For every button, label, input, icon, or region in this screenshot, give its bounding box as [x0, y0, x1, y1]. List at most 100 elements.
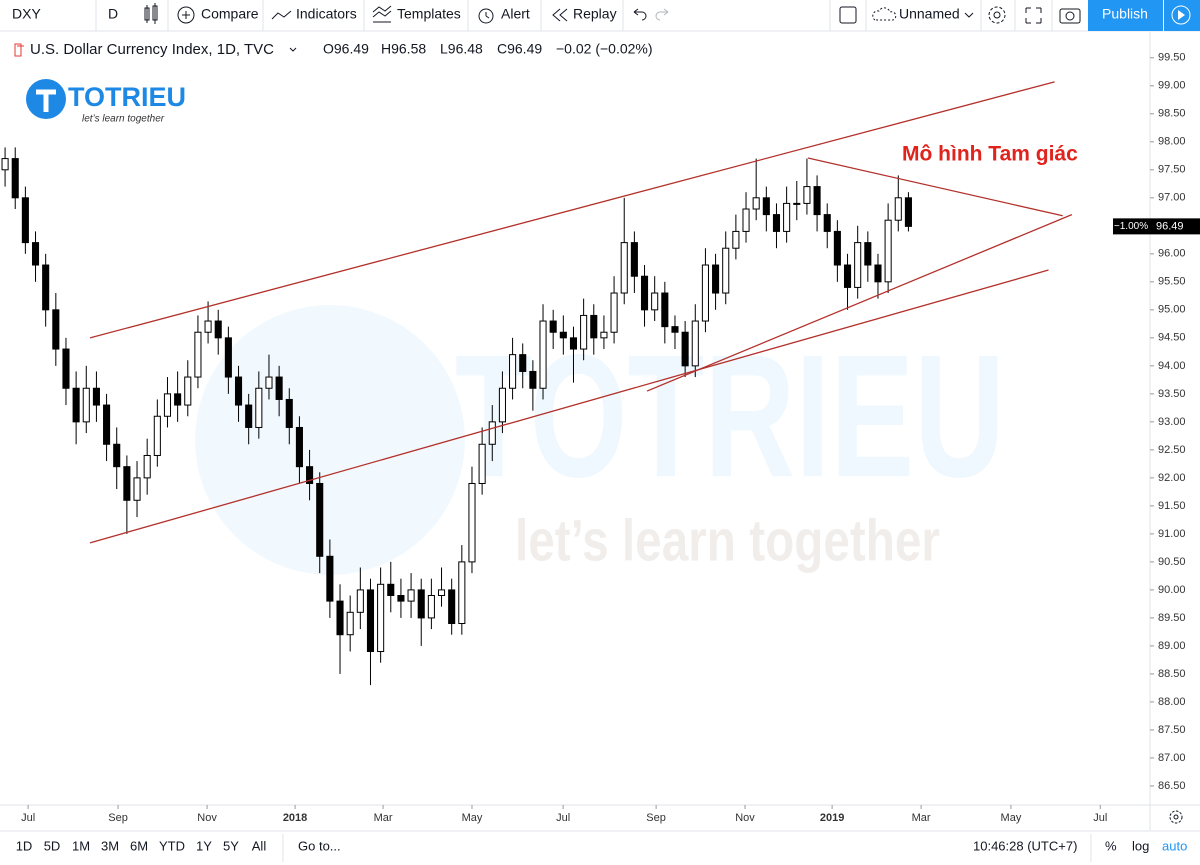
- candle-body: [661, 292, 669, 328]
- range-button[interactable]: 1D: [16, 838, 33, 853]
- x-tick-label: Sep: [108, 812, 128, 824]
- candle-body: [346, 611, 354, 636]
- candle-body: [580, 314, 588, 350]
- legend-menu[interactable]: [289, 47, 297, 52]
- candle-body: [306, 466, 314, 484]
- range-button[interactable]: YTD: [159, 838, 185, 853]
- undo-button[interactable]: [633, 8, 647, 21]
- plot-area: Mô hình Tam giác: [1, 81, 1078, 686]
- y-tick-label: 88.00: [1158, 696, 1186, 708]
- last-price-bg: [1150, 218, 1200, 235]
- candle-body: [732, 230, 740, 249]
- watermark: TOTRIEU let’s learn together: [195, 305, 1005, 575]
- indicators-button[interactable]: Indicators: [296, 6, 357, 22]
- axis-settings-button[interactable]: [1169, 810, 1183, 824]
- watermark-slogan: let’s learn together: [515, 508, 940, 573]
- symbol[interactable]: DXY: [12, 6, 41, 22]
- interval[interactable]: D: [108, 6, 118, 22]
- y-tick-label: 86.50: [1158, 780, 1186, 792]
- range-button[interactable]: 1M: [72, 838, 90, 853]
- layout-name[interactable]: Unnamed: [899, 6, 960, 22]
- legend-open: O96.49: [323, 41, 369, 57]
- candle-body: [539, 320, 547, 389]
- candle-body: [316, 482, 324, 557]
- candle-body: [366, 589, 375, 653]
- candle-body: [31, 242, 40, 266]
- candle-body: [92, 387, 100, 406]
- watermark-name: TOTRIEU: [455, 319, 1005, 514]
- candle-body: [21, 197, 29, 244]
- range-button[interactable]: All: [252, 838, 267, 853]
- candle-body: [833, 230, 841, 266]
- candle-body: [620, 242, 628, 294]
- y-tick-label: 93.50: [1158, 388, 1186, 400]
- candle-body: [478, 443, 486, 484]
- snapshot-button[interactable]: [1059, 8, 1081, 24]
- candle-body: [275, 376, 283, 400]
- layout-button[interactable]: [839, 6, 857, 24]
- candle-body: [590, 314, 598, 339]
- y-tick-label: 96.00: [1158, 248, 1186, 260]
- candle-body: [904, 197, 912, 227]
- publish-button[interactable]: Publish: [1102, 6, 1148, 22]
- y-tick-label: 90.00: [1158, 584, 1186, 596]
- candle-body: [387, 583, 395, 597]
- y-tick-label: 88.50: [1158, 668, 1186, 680]
- y-tick-label: 89.50: [1158, 612, 1186, 624]
- layout-menu[interactable]: [964, 12, 974, 18]
- candle-body: [630, 242, 638, 277]
- range-button[interactable]: 5Y: [223, 838, 239, 853]
- trend-line: [646, 214, 1073, 392]
- play-button[interactable]: [1171, 5, 1191, 25]
- candle-body: [123, 466, 131, 501]
- x-tick-label: Mar: [912, 812, 931, 824]
- replay-icon: [552, 8, 568, 22]
- range-button[interactable]: 3M: [101, 838, 119, 853]
- publish-bg: [1088, 0, 1163, 31]
- y-tick-label: 90.50: [1158, 556, 1186, 568]
- x-tick-label: Jul: [556, 812, 570, 824]
- candle-body: [691, 320, 699, 367]
- settings-button[interactable]: [988, 6, 1006, 24]
- x-tick-label: Mar: [374, 812, 393, 824]
- fullscreen-button[interactable]: [1025, 7, 1042, 24]
- y-tick-label: 87.00: [1158, 752, 1186, 764]
- redo-button[interactable]: [655, 8, 669, 21]
- alert-button[interactable]: Alert: [501, 6, 530, 22]
- candle-body: [884, 219, 892, 283]
- compare-icon: [177, 6, 195, 24]
- percent-button[interactable]: %: [1105, 838, 1117, 853]
- y-tick-label: 98.00: [1158, 136, 1186, 148]
- candle-body: [448, 589, 456, 625]
- y-tick-label: 94.50: [1158, 332, 1186, 344]
- goto-button[interactable]: Go to...: [298, 838, 341, 853]
- candle-body: [854, 242, 862, 288]
- legend-close: C96.49: [497, 41, 542, 57]
- candle-body: [42, 264, 50, 311]
- range-button[interactable]: 5D: [44, 838, 61, 853]
- templates-button[interactable]: Templates: [397, 6, 461, 22]
- legend-change: −0.02 (−0.02%): [556, 41, 653, 57]
- auto-button[interactable]: auto: [1162, 838, 1187, 853]
- range-button[interactable]: 1Y: [196, 838, 212, 853]
- y-tick-label: 97.50: [1158, 164, 1186, 176]
- candle-body: [671, 326, 679, 333]
- log-button[interactable]: log: [1132, 838, 1149, 853]
- candle-body: [174, 393, 182, 406]
- x-tick-label: Sep: [646, 812, 666, 824]
- annotation: Mô hình Tam giác: [902, 143, 1078, 166]
- y-tick-label: 91.50: [1158, 500, 1186, 512]
- chart-style-button[interactable]: [144, 3, 158, 24]
- y-tick-label: 99.00: [1158, 80, 1186, 92]
- candle-body: [285, 398, 293, 428]
- x-tick-label: May: [1001, 812, 1022, 824]
- last-change-label: −1.00%: [1114, 221, 1148, 232]
- range-button[interactable]: 6M: [130, 838, 148, 853]
- candle-body: [295, 426, 303, 468]
- candle-body: [82, 387, 90, 423]
- candle-body: [498, 387, 506, 423]
- compare-button[interactable]: Compare: [201, 6, 259, 22]
- replay-button[interactable]: Replay: [573, 6, 617, 22]
- candle-body: [265, 376, 273, 389]
